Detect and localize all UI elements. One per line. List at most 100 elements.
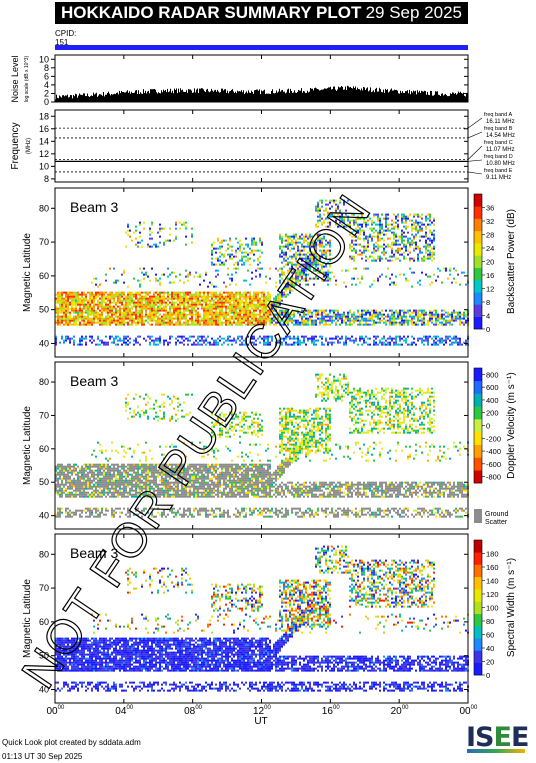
power-cell xyxy=(303,245,305,248)
power-cell xyxy=(323,311,325,314)
power-cell xyxy=(391,315,393,318)
power-cell xyxy=(123,337,125,340)
velocity-cell xyxy=(67,469,69,472)
power-cell xyxy=(353,239,355,242)
power-cell xyxy=(357,253,359,256)
power-cell xyxy=(251,311,253,314)
power-cell xyxy=(323,315,325,318)
power-cell xyxy=(317,317,319,320)
power-cell xyxy=(317,221,319,224)
power-cell xyxy=(279,273,281,276)
power-cell xyxy=(229,297,231,300)
power-cell xyxy=(87,303,89,306)
power-cell xyxy=(241,295,243,298)
power-cell xyxy=(157,307,159,310)
power-cell xyxy=(239,343,241,346)
power-cell xyxy=(231,273,233,276)
power-cell xyxy=(415,313,417,316)
power-cell xyxy=(263,341,265,344)
power-cell xyxy=(163,323,165,326)
power-cell xyxy=(167,299,169,302)
power-cell xyxy=(263,293,265,296)
power-cell xyxy=(83,307,85,310)
power-cell xyxy=(445,323,447,326)
power-cell xyxy=(103,317,105,320)
power-cell xyxy=(291,285,293,288)
power-cell xyxy=(393,337,395,340)
power-cell xyxy=(453,341,455,344)
power-cell xyxy=(391,323,393,326)
power-cell xyxy=(359,253,361,256)
power-cell xyxy=(235,295,237,298)
power-cell xyxy=(167,295,169,298)
power-cell xyxy=(113,267,115,270)
velocity-cell xyxy=(101,491,103,494)
power-cell xyxy=(451,323,453,326)
power-cell xyxy=(375,249,377,252)
power-cell xyxy=(205,303,207,306)
power-cell xyxy=(101,297,103,300)
power-cell xyxy=(115,321,117,324)
power-cell xyxy=(191,303,193,306)
power-cell xyxy=(365,321,367,324)
power-cell xyxy=(241,341,243,344)
power-cell xyxy=(191,307,193,310)
power-cell xyxy=(327,211,329,214)
power-cell xyxy=(243,343,245,346)
power-cell xyxy=(249,319,251,322)
power-cell xyxy=(241,317,243,320)
power-cell xyxy=(401,237,403,240)
power-cell xyxy=(307,309,309,312)
power-cell xyxy=(319,199,321,202)
power-cell xyxy=(279,299,281,302)
power-cell xyxy=(199,343,201,346)
power-cell xyxy=(245,305,247,308)
power-cell xyxy=(55,307,57,310)
power-cell xyxy=(329,259,331,262)
power-cell xyxy=(319,241,321,244)
power-cell xyxy=(229,317,231,320)
power-cell xyxy=(315,323,317,326)
power-cell xyxy=(289,319,291,322)
power-cell xyxy=(139,283,141,286)
power-cell xyxy=(285,255,287,258)
power-cell xyxy=(301,259,303,262)
power-cell xyxy=(279,315,281,318)
power-cell xyxy=(161,319,163,322)
power-cell xyxy=(197,317,199,320)
power-cell xyxy=(329,337,331,340)
power-cell xyxy=(227,311,229,314)
power-cell xyxy=(193,321,195,324)
power-cell xyxy=(327,221,329,224)
power-cell xyxy=(393,241,395,244)
velocity-cell xyxy=(89,485,91,488)
power-cell xyxy=(223,295,225,298)
power-cell xyxy=(141,305,143,308)
power-cell xyxy=(395,251,397,254)
power-cell xyxy=(249,299,251,302)
power-cell xyxy=(431,337,433,340)
power-cell xyxy=(295,271,297,274)
velocity-cell xyxy=(61,463,63,466)
power-cell xyxy=(207,321,209,324)
power-cell xyxy=(185,307,187,310)
power-cell xyxy=(81,335,83,338)
power-cell xyxy=(373,311,375,314)
power-cell xyxy=(321,321,323,324)
power-cell xyxy=(81,313,83,316)
power-colorbar-tick-label: 32 xyxy=(486,217,494,226)
power-cell xyxy=(127,323,129,326)
power-cell xyxy=(307,311,309,314)
power-cell xyxy=(187,297,189,300)
power-cell xyxy=(269,293,271,296)
power-cell xyxy=(163,241,165,244)
power-cell xyxy=(279,253,281,256)
power-cell xyxy=(139,221,141,224)
power-cell xyxy=(371,227,373,230)
power-cell xyxy=(123,303,125,306)
power-cell xyxy=(317,269,319,272)
power-cell xyxy=(151,267,153,270)
power-cell xyxy=(361,311,363,314)
power-cell xyxy=(227,247,229,250)
power-cell xyxy=(275,297,277,300)
